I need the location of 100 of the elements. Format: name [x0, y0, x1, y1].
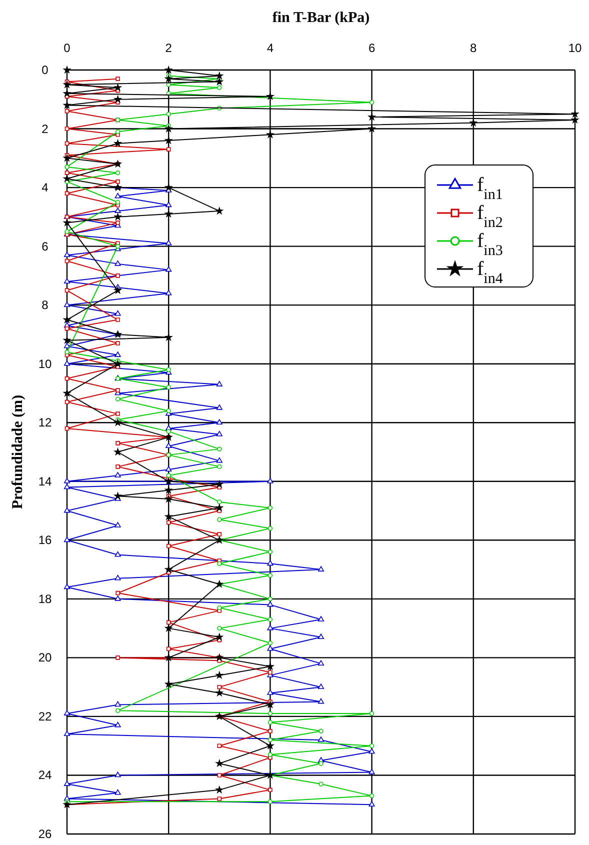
point: [114, 208, 121, 213]
point: [318, 566, 324, 572]
point: [268, 640, 273, 646]
point: [217, 605, 222, 610]
point: [368, 768, 375, 774]
point: [114, 522, 121, 528]
point: [268, 550, 273, 554]
point: [115, 396, 120, 402]
point: [166, 240, 172, 246]
point: [318, 634, 324, 640]
point: [114, 722, 121, 728]
point: [216, 457, 222, 463]
point: [369, 100, 374, 105]
point: [318, 616, 324, 622]
legend-label: f$_{in1}$: [477, 174, 503, 203]
point: [166, 408, 171, 414]
point: [268, 711, 273, 716]
point: [216, 430, 222, 436]
x-tick-label: 8: [470, 41, 478, 55]
point: [318, 698, 324, 704]
point: [115, 170, 120, 176]
point: [217, 446, 222, 452]
point: [217, 500, 222, 504]
point: [166, 367, 171, 372]
point: [267, 560, 274, 566]
y-tick-label: 22: [38, 709, 52, 724]
x-axis-title: fin T-Bar (kPa): [272, 10, 370, 26]
x-tick-label: 10: [568, 41, 582, 55]
point: [267, 645, 274, 651]
point: [217, 85, 222, 90]
point: [318, 660, 324, 666]
point: [267, 690, 274, 695]
point: [115, 708, 120, 713]
point: [166, 290, 172, 296]
point: [267, 478, 274, 484]
y-tick-label: 10: [38, 356, 52, 371]
point: [166, 82, 171, 88]
point: [369, 743, 374, 748]
point: [114, 772, 121, 778]
point: [114, 260, 121, 266]
point: [268, 799, 273, 804]
point: [166, 466, 172, 472]
point: [114, 789, 121, 795]
legend-label: f$_{in2}$: [477, 202, 503, 231]
point: [216, 380, 222, 386]
y-tick-label: 26: [38, 827, 52, 841]
point: [217, 561, 222, 566]
point: [64, 229, 70, 234]
point: [217, 517, 222, 522]
point: [166, 442, 172, 448]
point: [318, 782, 324, 786]
point: [368, 748, 375, 754]
point: [166, 429, 171, 434]
point: [64, 350, 70, 354]
point: [318, 736, 324, 742]
y-tick-label: 4: [42, 180, 49, 195]
point: [166, 112, 171, 116]
point: [268, 738, 273, 742]
point: [216, 404, 222, 410]
legend-label: f$_{in3}$: [477, 230, 503, 259]
point: [166, 266, 172, 272]
point: [115, 129, 120, 134]
point: [217, 464, 222, 470]
y-tick-label: 12: [38, 416, 52, 430]
y-tick-label: 0: [42, 63, 49, 77]
point: [114, 352, 121, 357]
y-tick-label: 6: [42, 239, 49, 254]
point: [268, 720, 273, 725]
point: [217, 626, 222, 631]
point: [318, 728, 324, 734]
point: [64, 164, 70, 170]
point: [268, 526, 273, 531]
y-tick-label: 14: [38, 474, 52, 488]
point: [268, 617, 273, 622]
point: [166, 202, 172, 208]
point: [166, 385, 171, 390]
point: [318, 761, 324, 766]
point: [114, 574, 121, 580]
y-tick-label: 16: [38, 533, 52, 548]
point: [114, 551, 121, 557]
point: [114, 701, 121, 707]
point: [369, 711, 374, 716]
x-tick-label: 4: [266, 41, 274, 55]
point: [115, 244, 120, 249]
point: [114, 472, 121, 478]
point: [268, 573, 273, 578]
point: [267, 624, 274, 630]
point: [114, 310, 121, 316]
point: [114, 192, 121, 198]
y-tick-label: 24: [38, 768, 52, 782]
y-tick-label: 18: [38, 592, 52, 606]
point: [268, 752, 273, 758]
point: [267, 601, 274, 607]
point: [369, 793, 374, 798]
point: [216, 419, 222, 425]
point: [268, 596, 273, 602]
point: [368, 801, 375, 807]
y-tick-label: 20: [38, 650, 52, 665]
point: [166, 473, 171, 478]
x-tick-label: 6: [368, 41, 376, 55]
